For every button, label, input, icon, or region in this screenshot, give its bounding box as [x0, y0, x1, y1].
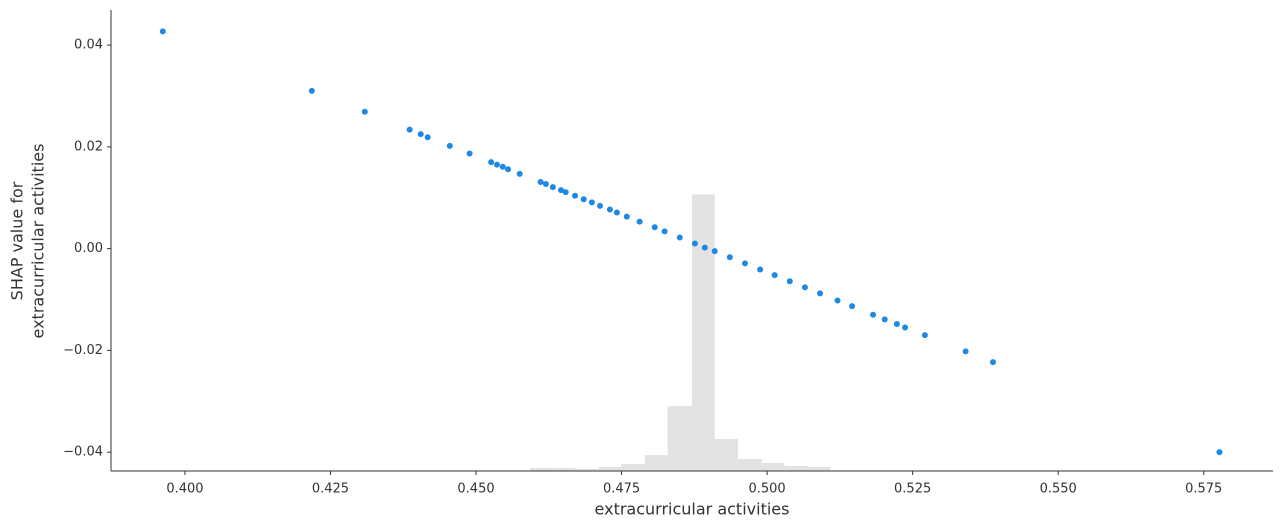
- point: [588, 199, 595, 206]
- point: [537, 178, 544, 185]
- point: [701, 244, 708, 251]
- point: [989, 359, 996, 366]
- x-tick-label: 0.550: [1040, 482, 1077, 497]
- point: [1216, 449, 1223, 456]
- point: [361, 108, 368, 115]
- point: [558, 187, 565, 194]
- histogram-bar: [692, 194, 715, 471]
- x-tick-label: 0.450: [457, 482, 494, 497]
- point: [726, 254, 733, 261]
- point: [902, 324, 909, 331]
- point: [542, 181, 549, 188]
- point: [505, 166, 512, 173]
- x-tick-label: 0.475: [603, 482, 640, 497]
- point: [870, 311, 877, 318]
- point: [308, 87, 315, 94]
- histogram-bar: [737, 459, 762, 471]
- histogram-bar: [667, 406, 692, 471]
- point: [817, 290, 824, 297]
- x-tick-label: 0.400: [166, 482, 203, 497]
- y-axis-title: extracurricular activities: [29, 144, 48, 339]
- point: [571, 192, 578, 199]
- point: [849, 303, 856, 310]
- point: [651, 224, 658, 231]
- histogram-bar: [784, 466, 808, 471]
- point: [493, 161, 500, 168]
- y-tick-label: −0.04: [63, 445, 103, 460]
- point: [466, 150, 473, 157]
- point: [771, 272, 778, 279]
- point: [488, 159, 495, 166]
- point: [623, 213, 630, 220]
- histogram-bar: [644, 455, 668, 471]
- point: [711, 248, 718, 255]
- point: [499, 163, 506, 170]
- point: [549, 184, 556, 191]
- point: [446, 142, 453, 149]
- point: [786, 278, 793, 285]
- histogram-bar: [807, 467, 831, 471]
- x-tick-label: 0.500: [748, 482, 785, 497]
- point: [562, 189, 569, 196]
- point: [962, 348, 969, 355]
- histogram-bar: [714, 439, 738, 471]
- histogram-bar: [621, 464, 645, 471]
- point: [921, 332, 928, 339]
- point: [159, 28, 166, 35]
- point: [881, 316, 888, 323]
- point: [424, 134, 431, 141]
- x-axis-title: extracurricular activities: [595, 500, 790, 519]
- point: [741, 260, 748, 267]
- y-tick-label: 0.04: [74, 38, 103, 53]
- x-tick-label: 0.575: [1185, 482, 1222, 497]
- point: [580, 196, 587, 203]
- y-tick-label: 0.02: [74, 139, 103, 154]
- point: [406, 126, 413, 133]
- point: [606, 206, 613, 213]
- point: [893, 320, 900, 327]
- point: [757, 266, 764, 273]
- point: [613, 209, 620, 216]
- histogram-bar: [598, 467, 622, 471]
- point: [676, 234, 683, 241]
- point: [691, 240, 698, 247]
- y-tick-label: 0.00: [74, 241, 103, 256]
- point: [516, 170, 523, 177]
- y-tick-label: −0.02: [63, 343, 103, 358]
- point: [661, 228, 668, 235]
- x-tick-label: 0.425: [312, 482, 349, 497]
- point: [597, 202, 604, 209]
- point: [417, 131, 424, 138]
- point: [801, 284, 808, 291]
- point: [636, 218, 643, 225]
- y-axis-title: SHAP value for: [8, 181, 27, 300]
- histogram-bar: [761, 463, 785, 471]
- point: [834, 297, 841, 304]
- histogram-bar: [530, 468, 553, 471]
- x-tick-label: 0.525: [894, 482, 931, 497]
- histogram-bar: [575, 469, 599, 471]
- histogram-bar: [552, 468, 576, 471]
